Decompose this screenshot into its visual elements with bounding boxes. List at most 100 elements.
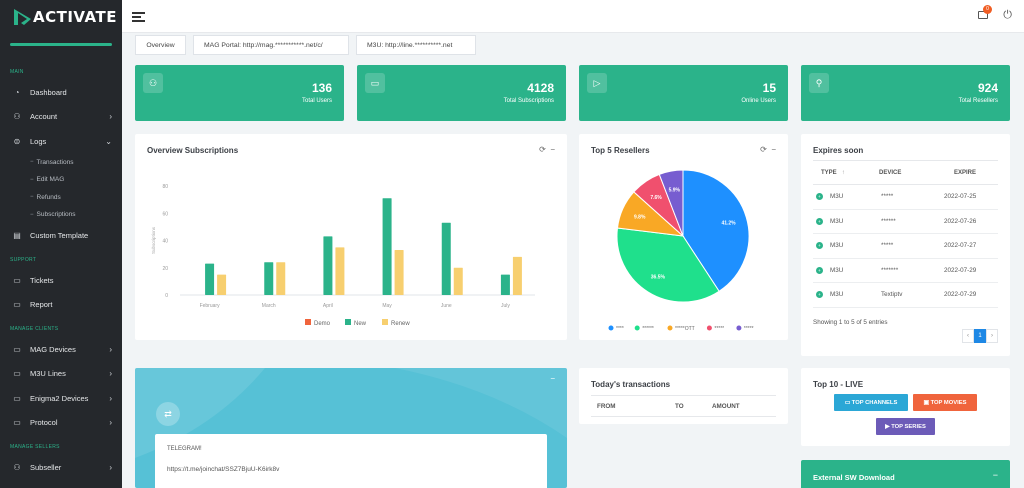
bar-renew bbox=[512, 256, 522, 295]
card-title: Today's transactions bbox=[591, 380, 671, 389]
collapse-icon[interactable]: − bbox=[771, 145, 776, 154]
expand-icon[interactable]: + bbox=[816, 217, 823, 225]
card-tools: ⟳ − bbox=[760, 145, 776, 154]
page-button[interactable]: 1 bbox=[974, 329, 986, 343]
overview-subscriptions-card: Overview Subscriptions ⟳ − 0 20 40 60 80 Subs… bbox=[135, 134, 567, 340]
sidebar-subitem-refunds[interactable]: − Refunds bbox=[0, 189, 122, 207]
top-resellers-card: Top 5 Resellers ⟳ − 41.2% 36.5% 9.8% 7.6% 5.… bbox=[579, 134, 788, 340]
bar-renew bbox=[394, 250, 404, 295]
sidebar-item-m3u-lines[interactable]: ▭ M3U Lines › bbox=[0, 362, 122, 387]
table-row[interactable]: + M3U ***** 2022-07-25 bbox=[813, 185, 998, 210]
column-header-type[interactable]: TYPE ↑ bbox=[821, 169, 845, 176]
section-label-sellers: MANAGE SELLERS bbox=[10, 444, 60, 450]
legend-label: ****** bbox=[642, 326, 654, 332]
sidebar-item-label: Tickets bbox=[30, 275, 54, 285]
x-tick-label: March bbox=[262, 303, 276, 309]
stat-label: Total Resellers bbox=[958, 98, 998, 104]
refresh-icon[interactable]: ⟳ bbox=[539, 145, 546, 154]
sort-icon: ↑ bbox=[841, 169, 845, 176]
expand-icon[interactable]: + bbox=[816, 193, 823, 201]
chevron-right-icon: › bbox=[109, 418, 112, 428]
sidebar-item-mag-devices[interactable]: ▭ MAG Devices › bbox=[0, 337, 122, 362]
stat-card-total-users: ⚇ 136 Total Users bbox=[135, 65, 344, 121]
sidebar-subitem-subscriptions[interactable]: − Subscriptions bbox=[0, 206, 122, 224]
column-header-from[interactable]: FROM bbox=[597, 402, 616, 410]
row-expire: 2022-07-29 bbox=[944, 291, 977, 299]
sidebar-item-label: Custom Template bbox=[30, 231, 89, 241]
sidebar-subitem-edit-mag[interactable]: − Edit MAG bbox=[0, 171, 122, 189]
logo[interactable]: ACTIVATE bbox=[0, 0, 122, 34]
row-expire: 2022-07-27 bbox=[944, 242, 977, 250]
sidebar-item-custom-template[interactable]: ▤ Custom Template bbox=[0, 224, 122, 249]
legend-label: New bbox=[354, 321, 367, 327]
top-channels-button[interactable]: ▭ TOP CHANNELS bbox=[834, 394, 908, 411]
sidebar-subitem-transactions[interactable]: − Transactions bbox=[0, 154, 122, 172]
next-page-button[interactable]: › bbox=[986, 329, 998, 343]
y-tick-label: 60 bbox=[162, 211, 168, 217]
sidebar-item-subseller[interactable]: ⚇ Subseller › bbox=[0, 455, 122, 480]
column-header-amount[interactable]: AMOUNT bbox=[712, 402, 740, 410]
section-label-support: SUPPORT bbox=[10, 257, 37, 263]
column-header-expire[interactable]: EXPIRE bbox=[954, 169, 977, 176]
sidebar-item-label: Edit MAG bbox=[36, 176, 65, 184]
telegram-link[interactable]: https://t.me/joinchat/SSZ7BjuU-K6irk8v bbox=[167, 466, 280, 473]
chevron-right-icon: › bbox=[109, 462, 112, 472]
collapse-icon[interactable]: − bbox=[550, 145, 555, 154]
table-row[interactable]: + M3U ******* 2022-07-29 bbox=[813, 259, 998, 283]
menu-toggle-icon[interactable] bbox=[132, 12, 145, 24]
minus-icon: − bbox=[30, 159, 34, 166]
tab-mag-portal[interactable]: MAG Portal: http://mag.***********.net/c… bbox=[193, 35, 349, 55]
sidebar-item-tickets[interactable]: ▭ Tickets bbox=[0, 268, 122, 293]
sidebar-item-label: Transactions bbox=[36, 158, 74, 166]
pie-chart: 41.2%36.5%9.8%7.6%5.9%**** ****** *****OTT… bbox=[608, 169, 754, 332]
protocol-icon: ▭ bbox=[13, 418, 21, 428]
report-icon: ▭ bbox=[13, 300, 21, 310]
expand-icon[interactable]: + bbox=[816, 242, 823, 250]
sidebar-item-logs[interactable]: ⊜ Logs ⌄ bbox=[0, 129, 122, 154]
collapse-icon[interactable]: − bbox=[992, 470, 998, 480]
chevron-right-icon: › bbox=[109, 369, 112, 379]
sidebar-item-report[interactable]: ▭ Report bbox=[0, 293, 122, 318]
y-tick-label: 80 bbox=[162, 184, 168, 190]
card-title: Top 5 Resellers bbox=[591, 146, 650, 155]
prev-page-button[interactable]: ‹ bbox=[962, 329, 974, 343]
row-type: M3U bbox=[830, 217, 844, 225]
table-header: FROM TO AMOUNT bbox=[591, 395, 776, 417]
expand-icon[interactable]: + bbox=[816, 291, 823, 299]
collapse-icon[interactable]: − bbox=[550, 374, 555, 383]
sidebar-item-protocol[interactable]: ▭ Protocol › bbox=[0, 411, 122, 436]
top-series-button[interactable]: ▶ TOP SERIES bbox=[876, 418, 935, 435]
refresh-icon[interactable]: ⟳ bbox=[760, 145, 767, 154]
sidebar-item-dashboard[interactable]: ◔ Dashboard bbox=[0, 80, 122, 105]
table-row[interactable]: + M3U ****** 2022-07-26 bbox=[813, 210, 998, 234]
tab-m3u[interactable]: M3U: http://line.**********.net bbox=[356, 35, 476, 55]
column-header-device[interactable]: DEVICE bbox=[879, 169, 902, 176]
stat-value: 924 bbox=[977, 81, 998, 95]
section-label-main: MAIN bbox=[10, 69, 24, 75]
row-expire: 2022-07-25 bbox=[944, 193, 977, 201]
chevron-down-icon: ⌄ bbox=[105, 136, 112, 146]
section-label-clients: MANAGE CLIENTS bbox=[10, 326, 59, 332]
legend-label: **** bbox=[616, 326, 624, 332]
monitor-icon: ▭ bbox=[844, 399, 852, 406]
sidebar-item-label: Logs bbox=[30, 136, 47, 146]
bar-renew bbox=[217, 274, 227, 295]
tab-overview[interactable]: Overview bbox=[135, 35, 186, 55]
row-device: Textiptv bbox=[881, 291, 903, 299]
telegram-card: − ⇄ TELEGRAM! https://t.me/joinchat/SSZ7… bbox=[135, 368, 567, 488]
table-row[interactable]: + M3U ***** 2022-07-27 bbox=[813, 234, 998, 259]
power-icon[interactable]: ⏻ bbox=[1003, 9, 1012, 21]
top-movies-button[interactable]: ▣ TOP MOVIES bbox=[913, 394, 977, 411]
sidebar-item-account[interactable]: ⚇ Account › bbox=[0, 105, 122, 130]
card-title: Expires soon bbox=[813, 146, 864, 155]
legend-label: *****OTT bbox=[675, 326, 695, 332]
column-header-to[interactable]: TO bbox=[675, 402, 684, 410]
table-row[interactable]: + M3U Textiptv 2022-07-29 bbox=[813, 283, 998, 308]
sidebar-item-label: Report bbox=[30, 300, 53, 310]
bar-renew bbox=[335, 247, 345, 295]
sidebar-item-enigma2-devices[interactable]: ▭ Enigma2 Devices › bbox=[0, 386, 122, 411]
row-device: ***** bbox=[881, 242, 894, 250]
y-axis-label: Subscriptions bbox=[151, 226, 156, 254]
expand-icon[interactable]: + bbox=[816, 266, 823, 274]
legend-swatch bbox=[706, 325, 712, 331]
